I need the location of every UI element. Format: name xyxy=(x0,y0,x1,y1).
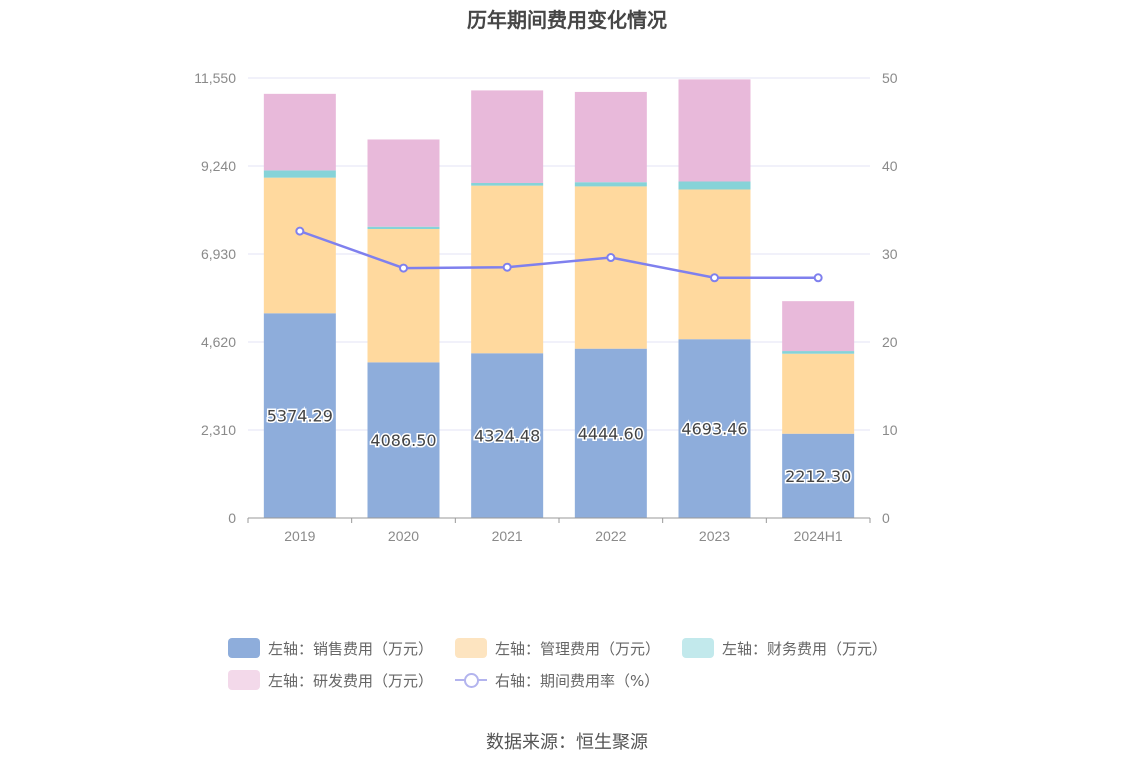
right-axis-tick-label: 0 xyxy=(882,510,890,526)
bar-segment-admin xyxy=(678,189,751,340)
legend-swatch-sales xyxy=(228,638,260,658)
left-axis-tick-label: 2,310 xyxy=(201,422,236,438)
bar-segment-sales xyxy=(263,313,336,518)
left-axis-tick-label: 4,620 xyxy=(201,334,236,350)
right-axis-tick-label: 10 xyxy=(882,422,898,438)
legend-item-finance[interactable]: 左轴：财务费用（万元） xyxy=(682,638,887,659)
bar-segment-finance xyxy=(471,182,544,186)
x-axis-tick-label: 2023 xyxy=(699,528,730,544)
left-axis-tick-label: 6,930 xyxy=(201,246,236,262)
bar-segment-rd xyxy=(471,90,544,183)
bar-segment-rd xyxy=(367,139,440,227)
expense-rate-point xyxy=(813,273,823,283)
chart-legend: 左轴：销售费用（万元） 左轴：管理费用（万元） 左轴：财务费用（万元） 左轴：研… xyxy=(228,632,928,696)
sales-data-label: 5374.29 xyxy=(267,407,333,426)
bar-segment-finance xyxy=(367,226,440,229)
bar-segment-rd xyxy=(678,79,751,182)
data-source-note: 数据来源：恒生聚源 xyxy=(486,732,648,753)
bar-segment-finance xyxy=(574,182,647,187)
bar-segment-finance xyxy=(263,170,336,178)
x-axis-tick-label: 2019 xyxy=(284,528,315,544)
legend-line-marker-icon xyxy=(455,670,488,690)
right-axis-tick-label: 40 xyxy=(882,158,898,174)
bar-segment-sales xyxy=(678,339,751,518)
legend-row-1: 左轴：销售费用（万元） 左轴：管理费用（万元） 左轴：财务费用（万元） xyxy=(228,632,928,664)
legend-label-admin: 左轴：管理费用（万元） xyxy=(495,639,661,658)
bar-segment-admin xyxy=(263,177,336,314)
legend-swatch-finance xyxy=(682,638,715,658)
bar-segment-rd xyxy=(574,91,647,183)
sales-data-label: 2212.30 xyxy=(785,467,851,486)
right-axis-tick-label: 50 xyxy=(882,70,898,86)
left-axis-tick-label: 9,240 xyxy=(201,158,236,174)
right-axis-tick-label: 20 xyxy=(882,334,898,350)
legend-item-admin[interactable]: 左轴：管理费用（万元） xyxy=(455,638,660,659)
chart-title: 历年期间费用变化情况 xyxy=(467,8,667,32)
sales-data-label: 4693.46 xyxy=(681,420,747,439)
bar-segment-sales xyxy=(471,353,544,518)
legend-swatch-rd xyxy=(228,670,260,690)
left-axis-tick-label: 0 xyxy=(228,510,236,526)
bar-segment-rd xyxy=(782,301,855,352)
legend-item-expense-rate[interactable]: 右轴：期间费用率（%） xyxy=(455,670,659,691)
x-axis-tick-label: 2020 xyxy=(388,528,419,544)
x-axis-tick-label: 2024H1 xyxy=(794,528,843,544)
sales-data-label: 4086.50 xyxy=(370,431,436,450)
legend-label-finance: 左轴：财务费用（万元） xyxy=(722,639,888,658)
bar-segment-admin xyxy=(574,186,647,349)
bar-segment-finance xyxy=(678,181,751,190)
x-axis-tick-label: 2022 xyxy=(595,528,626,544)
legend-item-rd[interactable]: 左轴：研发费用（万元） xyxy=(228,670,433,691)
sales-data-label: 4324.48 xyxy=(474,427,540,446)
bar-segment-admin xyxy=(367,228,440,363)
bar-segment-sales xyxy=(367,362,440,518)
bar-segment-sales xyxy=(574,348,647,518)
legend-item-sales[interactable]: 左轴：销售费用（万元） xyxy=(228,638,433,659)
legend-label-expense-rate: 右轴：期间费用率（%） xyxy=(495,671,660,690)
x-axis-tick-label: 2021 xyxy=(492,528,523,544)
legend-row-2: 左轴：研发费用（万元） 右轴：期间费用率（%） xyxy=(228,664,928,696)
expense-rate-point xyxy=(710,273,719,283)
sales-data-label: 4444.60 xyxy=(578,424,644,443)
stacked-bar-line-chart: 0 2,310 4,620 6,930 9,240 11,550 0 10 20 30 40 50 20… xyxy=(194,70,898,544)
expense-rate-point xyxy=(399,263,408,273)
expense-rate-line xyxy=(299,229,819,280)
legend-label-rd: 左轴：研发费用（万元） xyxy=(268,671,434,690)
expense-rate-point xyxy=(502,262,512,272)
expense-rate-point xyxy=(606,253,616,263)
expense-rate-point xyxy=(295,226,305,236)
left-axis-tick-label: 11,550 xyxy=(194,70,236,86)
bar-segment-finance xyxy=(782,351,855,354)
bar-segment-rd xyxy=(263,93,336,171)
legend-swatch-admin xyxy=(455,638,488,658)
right-axis-tick-label: 30 xyxy=(882,246,898,262)
legend-label-sales: 左轴：销售费用（万元） xyxy=(268,639,434,658)
bar-segment-admin xyxy=(782,353,855,434)
bar-segment-sales xyxy=(782,433,855,518)
